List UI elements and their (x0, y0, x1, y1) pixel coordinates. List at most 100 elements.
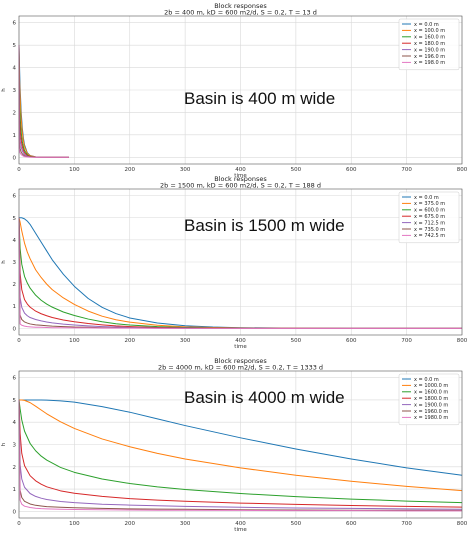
basin-width-annotation: Basin is 4000 m wide (184, 388, 345, 407)
y-tick-label: 4 (13, 238, 17, 244)
chart-title: Block responses (214, 175, 267, 183)
chart-title: Block responses (214, 2, 267, 10)
plot-frame (18, 15, 463, 165)
y-tick-label: 6 (13, 21, 17, 27)
legend-box (398, 18, 460, 71)
y-tick-label: 3 (13, 443, 17, 449)
x-tick-label: 100 (69, 521, 80, 527)
x-tick-label: 200 (125, 338, 136, 344)
legend-entry: x = 1980.0 m (414, 415, 448, 421)
y-tick-label: 2 (13, 465, 17, 471)
y-axis-label: h (1, 88, 7, 92)
x-tick-label: 300 (180, 167, 191, 173)
y-tick-label: 6 (13, 194, 17, 200)
x-tick-label: 400 (235, 521, 246, 527)
y-tick-label: 4 (13, 66, 17, 72)
y-axis-label: h (1, 260, 7, 264)
x-tick-label: 600 (346, 521, 357, 527)
legend-entry: x = 196.0 m (414, 54, 445, 60)
x-tick-label: 600 (346, 338, 357, 344)
x-axis-label: time (234, 173, 247, 179)
x-tick-label: 400 (235, 167, 246, 173)
chart-subtitle: 2b = 4000 m, kD = 600 m2/d, S = 0.2, T =… (158, 364, 323, 372)
y-tick-label: 6 (13, 376, 17, 382)
x-tick-label: 0 (17, 167, 21, 173)
chart-title: Block responses (214, 357, 267, 365)
y-axis-label: h (1, 442, 7, 446)
x-tick-label: 500 (291, 338, 302, 344)
legend-entry: x = 375.0 m (414, 201, 445, 207)
x-tick-label: 700 (401, 167, 412, 173)
legend-entry: x = 0.0 m (414, 377, 439, 383)
legend-entry: x = 0.0 m (414, 22, 439, 28)
series-line-7 (18, 399, 462, 512)
legend: x = 0.0 mx = 375.0 mx = 600.0 mx = 675.0… (398, 191, 460, 244)
legend-entry: x = 600.0 m (414, 208, 445, 214)
y-tick-label: 1 (13, 304, 17, 310)
plot-frame (18, 188, 463, 336)
x-tick-label: 300 (180, 521, 191, 527)
series-line-7 (18, 45, 69, 158)
x-tick-label: 800 (457, 338, 468, 344)
plot-frame (18, 370, 463, 519)
legend-entry: x = 0.0 m (414, 195, 439, 201)
y-tick-label: 5 (13, 43, 17, 49)
y-tick-label: 2 (13, 110, 17, 116)
y-tick-label: 4 (13, 420, 17, 426)
series-line-6 (18, 399, 463, 511)
legend-entry: x = 1900.0 m (414, 402, 448, 408)
basin-width-annotation: Basin is 1500 m wide (184, 216, 345, 235)
series-line-2 (19, 399, 463, 492)
x-axis-label: time (234, 344, 247, 350)
y-tick-label: 3 (13, 260, 17, 266)
series-line-7 (18, 217, 462, 329)
x-axis-label: time (234, 527, 247, 533)
x-tick-label: 500 (291, 521, 302, 527)
y-tick-label: 1 (13, 133, 17, 139)
x-tick-label: 0 (17, 521, 21, 527)
chart-subtitle: 2b = 1500 m, kD = 600 m2/d, S = 0.2, T =… (160, 182, 321, 190)
legend-entry: x = 675.0 m (414, 214, 445, 220)
x-tick-label: 800 (457, 521, 468, 527)
legend: x = 0.0 mx = 1000.0 mx = 1600.0 mx = 180… (398, 373, 460, 426)
chart-subtitle: 2b = 400 m, kD = 600 m2/d, S = 0.2, T = … (164, 9, 317, 17)
legend-entry: x = 190.0 m (414, 47, 445, 53)
y-tick-label: 5 (13, 216, 17, 222)
legend-entry: x = 1600.0 m (414, 390, 448, 396)
legend-box (398, 191, 460, 244)
y-tick-label: 3 (13, 88, 17, 94)
legend-entry: x = 100.0 m (414, 28, 445, 34)
legend-box (398, 373, 460, 426)
x-tick-label: 100 (69, 167, 80, 173)
y-tick-label: 0 (13, 326, 17, 332)
x-tick-label: 700 (401, 521, 412, 527)
x-tick-label: 600 (346, 167, 357, 173)
x-tick-label: 800 (457, 167, 468, 173)
legend: x = 0.0 mx = 100.0 mx = 160.0 mx = 180.0… (398, 18, 460, 71)
legend-entry: x = 742.5 m (414, 233, 445, 239)
legend-entry: x = 198.0 m (414, 60, 445, 66)
x-tick-label: 300 (180, 338, 191, 344)
series-line-3 (18, 399, 463, 504)
series-line-4 (18, 399, 463, 508)
x-tick-label: 500 (291, 167, 302, 173)
basin-width-annotation: Basin is 400 m wide (184, 89, 335, 108)
legend-entry: x = 1960.0 m (414, 409, 448, 415)
y-tick-label: 0 (13, 155, 17, 161)
legend-entry: x = 735.0 m (414, 227, 445, 233)
x-tick-label: 0 (17, 338, 21, 344)
legend-entry: x = 1800.0 m (414, 396, 448, 402)
legend-entry: x = 712.5 m (414, 220, 445, 226)
x-tick-label: 200 (125, 521, 136, 527)
x-tick-label: 200 (125, 167, 136, 173)
legend-entry: x = 160.0 m (414, 35, 445, 41)
y-tick-label: 5 (13, 398, 17, 404)
x-tick-label: 400 (235, 338, 246, 344)
legend-entry: x = 1000.0 m (414, 383, 448, 389)
x-tick-label: 100 (69, 338, 80, 344)
